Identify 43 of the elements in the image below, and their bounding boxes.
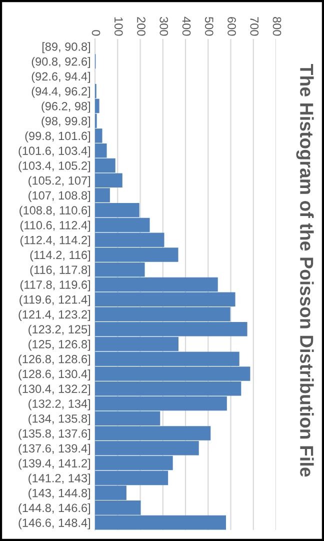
y-tick-label: (139.4, 141.2]	[18, 458, 90, 470]
y-tick-label: (117.8, 119.6]	[20, 280, 90, 292]
y-tick-label: (116, 117.8]	[30, 265, 90, 276]
x-tick-label: 0	[92, 30, 100, 36]
y-tick-label: (112.4, 114.2]	[20, 236, 90, 247]
x-tick-label: 600	[228, 17, 236, 36]
y-tick-label: (134, 135.8]	[28, 414, 90, 426]
y-tick-label: (110.6, 112.4]	[20, 220, 90, 232]
x-tick-label: 800	[272, 17, 282, 36]
y-tick-label: (96.2, 98]	[42, 102, 90, 113]
y-tick-label: (130.4, 132.2]	[18, 384, 90, 396]
x-tick-label: 100	[114, 17, 123, 36]
y-tick-label: (98, 99.8]	[42, 116, 90, 128]
y-tick-label: (126.8, 128.6]	[18, 354, 90, 366]
x-tick-label: 400	[182, 16, 191, 36]
y-tick-label: (103.4, 105.2]	[18, 161, 90, 172]
x-tick-label: 700	[250, 17, 259, 36]
y-tick-label: (114.2, 116]	[30, 250, 90, 262]
y-tick-label: (137.6, 139.4]	[18, 444, 90, 455]
y-tick-label: (119.6, 121.4]	[20, 295, 90, 306]
y-tick-label: (121.4, 123.2]	[18, 310, 90, 321]
text: The Histogram of the Poisson Distribution File	[296, 64, 314, 477]
y-tick-label: (101.6, 103.4]	[18, 146, 90, 158]
x-tick-label: 300	[160, 16, 168, 36]
y-tick-label: (135.8, 137.6]	[18, 429, 90, 440]
y-tick-label: (146.6, 148.4]	[18, 518, 90, 530]
y-tick-label: (90.8, 92.6]	[32, 57, 90, 68]
y-tick-label: (92.6, 94.4]	[32, 72, 90, 83]
y-tick-label: (105.2, 107]	[28, 176, 90, 188]
y-tick-label: (132.2, 134]	[28, 399, 90, 410]
y-tick-label: (143, 144.8]	[28, 488, 90, 500]
y-tick-label: (125, 126.8]	[28, 340, 90, 351]
y-tick-label: (94.4, 96.2]	[32, 86, 90, 98]
y-tick-label: (123.2, 125]	[28, 324, 90, 336]
x-tick-label: 200	[137, 17, 146, 36]
y-tick-label: (144.8, 146.6]	[18, 503, 90, 514]
y-tick-label: (108.8, 110.6]	[20, 206, 90, 217]
y-tick-label: (141.2, 143]	[28, 474, 90, 485]
y-tick-label: [89, 90.8]	[42, 42, 90, 54]
y-tick-label: (107, 108.8]	[28, 190, 90, 202]
x-tick-label: 500	[204, 17, 214, 36]
y-tick-label: (128.6, 130.4]	[18, 369, 90, 380]
y-tick-label: (99.8, 101.6]	[25, 131, 90, 142]
